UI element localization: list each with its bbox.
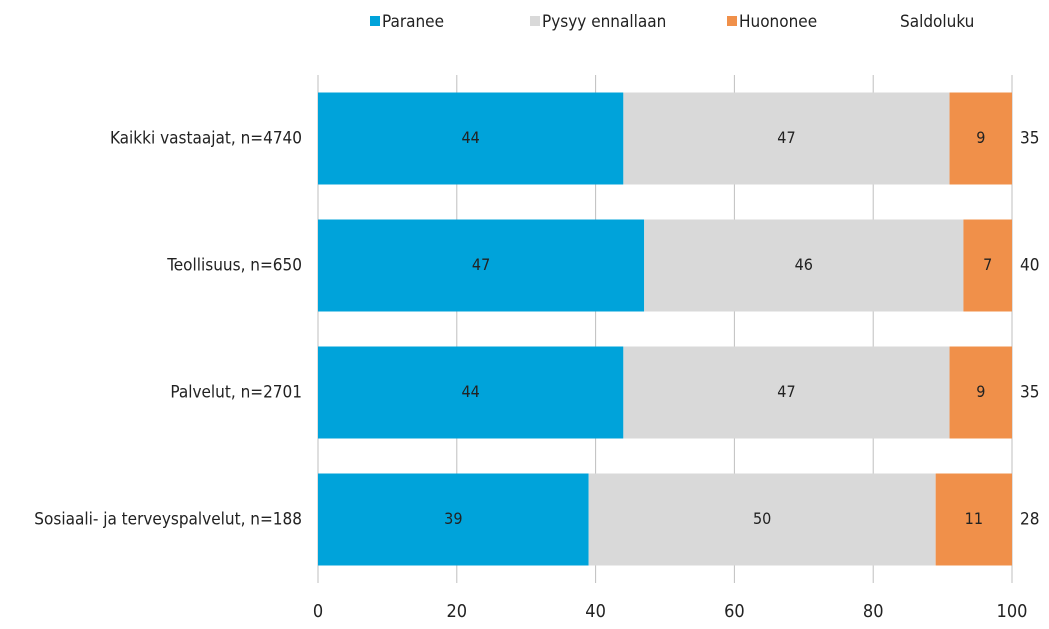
legend-label: Paranee xyxy=(382,12,444,32)
bar-segment xyxy=(623,92,950,185)
bar-segment xyxy=(949,346,1012,439)
legend-label: Saldoluku xyxy=(900,12,974,32)
data-label: 46 xyxy=(795,255,813,274)
balance-label: 40 xyxy=(1020,256,1039,276)
data-label: 7 xyxy=(983,255,992,274)
legend-swatch xyxy=(727,16,737,26)
data-label: 11 xyxy=(965,509,983,528)
bar-segment xyxy=(318,92,624,185)
legend-label: Pysyy ennallaan xyxy=(542,12,666,32)
data-label: 9 xyxy=(976,382,985,401)
legend-swatch xyxy=(370,16,380,26)
x-tick-label: 0 xyxy=(313,601,323,622)
bar-segment xyxy=(588,473,936,566)
bar-segment xyxy=(644,219,964,312)
category-label: Palvelut, n=2701 xyxy=(170,383,302,403)
data-label: 50 xyxy=(753,509,771,528)
category-label: Teollisuus, n=650 xyxy=(166,256,302,276)
bar-segment xyxy=(318,473,589,566)
x-tick-label: 60 xyxy=(724,601,745,622)
category-label: Sosiaali- ja terveyspalvelut, n=188 xyxy=(34,510,302,530)
data-label: 44 xyxy=(462,382,480,401)
x-tick-label: 40 xyxy=(585,601,606,622)
data-label: 44 xyxy=(462,128,480,147)
bar-segment xyxy=(318,219,645,312)
bar-segment xyxy=(318,346,624,439)
legend-swatch xyxy=(530,16,540,26)
x-tick-label: 80 xyxy=(863,601,884,622)
data-label: 47 xyxy=(777,382,795,401)
balance-label: 35 xyxy=(1020,383,1039,403)
balance-label: 28 xyxy=(1020,510,1039,530)
bar-segment xyxy=(949,92,1012,185)
bar-segment xyxy=(623,346,950,439)
data-label: 39 xyxy=(444,509,462,528)
bar-segment xyxy=(963,219,1012,312)
balance-label: 35 xyxy=(1020,129,1039,149)
bar-segment xyxy=(935,473,1012,566)
x-tick-label: 100 xyxy=(997,601,1028,622)
data-label: 47 xyxy=(777,128,795,147)
data-label: 47 xyxy=(472,255,490,274)
x-tick-label: 20 xyxy=(446,601,467,622)
category-label: Kaikki vastaajat, n=4740 xyxy=(110,129,302,149)
legend-label: Huononee xyxy=(739,12,817,32)
data-label: 9 xyxy=(976,128,985,147)
